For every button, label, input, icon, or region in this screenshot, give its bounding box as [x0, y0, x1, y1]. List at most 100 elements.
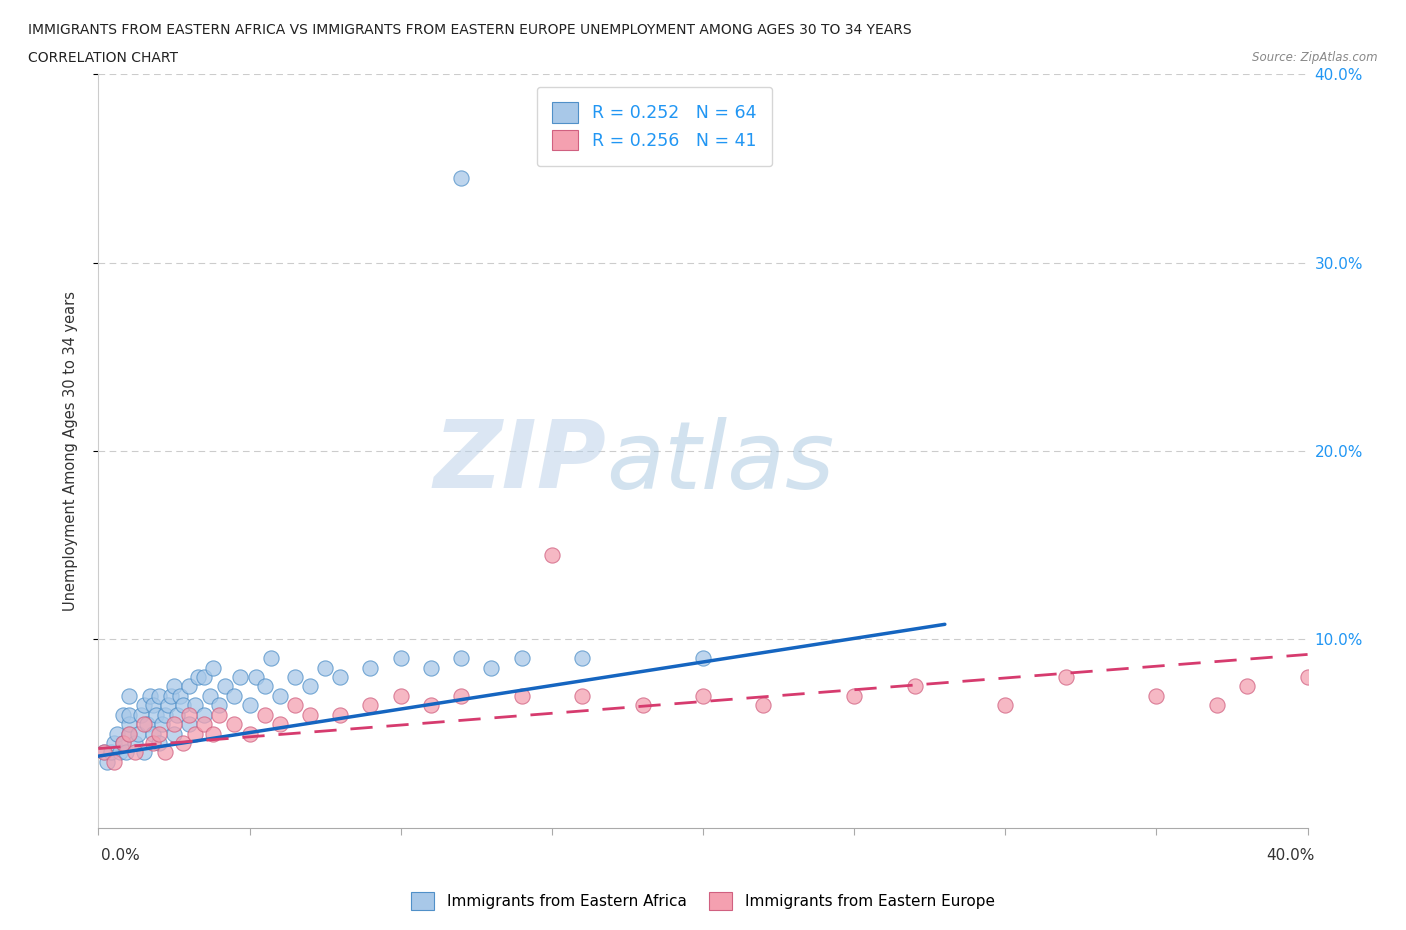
Point	[420, 698, 443, 712]
Text: IMMIGRANTS FROM EASTERN AFRICA VS IMMIGRANTS FROM EASTERN EUROPE UNEMPLOYMENT AM: IMMIGRANTS FROM EASTERN AFRICA VS IMMIGR…	[28, 23, 911, 37]
Point	[510, 651, 533, 666]
Point	[111, 736, 134, 751]
Point	[450, 651, 472, 666]
Point	[692, 651, 714, 666]
Point	[163, 726, 186, 741]
Point	[111, 707, 134, 722]
Point	[105, 726, 128, 741]
Point	[1236, 679, 1258, 694]
Point	[202, 660, 225, 675]
Text: Source: ZipAtlas.com: Source: ZipAtlas.com	[1253, 51, 1378, 64]
Point	[269, 717, 291, 732]
Legend: R = 0.252   N = 64, R = 0.256   N = 41: R = 0.252 N = 64, R = 0.256 N = 41	[537, 86, 772, 166]
Point	[193, 717, 215, 732]
Point	[156, 698, 179, 712]
Point	[160, 688, 183, 703]
Point	[148, 726, 170, 741]
Point	[253, 679, 276, 694]
Point	[299, 707, 322, 722]
Point	[148, 736, 170, 751]
Point	[93, 745, 115, 760]
Point	[420, 660, 443, 675]
Point	[132, 745, 155, 760]
Point	[631, 698, 654, 712]
Point	[142, 736, 165, 751]
Point	[184, 726, 207, 741]
Point	[118, 688, 141, 703]
Point	[752, 698, 775, 712]
Point	[904, 679, 927, 694]
Point	[179, 707, 201, 722]
Point	[450, 170, 472, 185]
Point	[145, 707, 167, 722]
Point	[224, 717, 246, 732]
Point	[202, 726, 225, 741]
Point	[179, 679, 201, 694]
Point	[389, 688, 412, 703]
Point	[118, 726, 141, 741]
Point	[692, 688, 714, 703]
Point	[108, 745, 131, 760]
Legend: Immigrants from Eastern Africa, Immigrants from Eastern Europe: Immigrants from Eastern Africa, Immigran…	[404, 884, 1002, 918]
Point	[184, 698, 207, 712]
Point	[571, 688, 593, 703]
Text: CORRELATION CHART: CORRELATION CHART	[28, 51, 179, 65]
Point	[153, 707, 176, 722]
Point	[163, 679, 186, 694]
Point	[179, 717, 201, 732]
Point	[103, 754, 125, 769]
Point	[166, 707, 188, 722]
Point	[329, 670, 352, 684]
Point	[239, 726, 262, 741]
Point	[253, 707, 276, 722]
Point	[124, 736, 146, 751]
Point	[214, 679, 236, 694]
Point	[114, 745, 136, 760]
Point	[103, 736, 125, 751]
Point	[118, 717, 141, 732]
Point	[260, 651, 283, 666]
Point	[229, 670, 252, 684]
Point	[135, 717, 157, 732]
Point	[132, 717, 155, 732]
Point	[148, 688, 170, 703]
Text: ZIP: ZIP	[433, 417, 606, 509]
Point	[224, 688, 246, 703]
Point	[208, 698, 231, 712]
Point	[284, 698, 307, 712]
Point	[1206, 698, 1229, 712]
Point	[142, 698, 165, 712]
Point	[389, 651, 412, 666]
Point	[510, 688, 533, 703]
Point	[172, 698, 194, 712]
Point	[193, 707, 215, 722]
Point	[142, 726, 165, 741]
Point	[314, 660, 336, 675]
Point	[245, 670, 267, 684]
Point	[169, 688, 191, 703]
Point	[450, 688, 472, 703]
Point	[100, 745, 122, 760]
Point	[481, 660, 503, 675]
Point	[360, 660, 382, 675]
Text: 40.0%: 40.0%	[1267, 848, 1315, 863]
Point	[239, 698, 262, 712]
Point	[329, 707, 352, 722]
Point	[200, 688, 222, 703]
Point	[132, 698, 155, 712]
Point	[360, 698, 382, 712]
Point	[844, 688, 866, 703]
Point	[93, 745, 115, 760]
Point	[1296, 670, 1319, 684]
Point	[118, 726, 141, 741]
Point	[124, 745, 146, 760]
Text: atlas: atlas	[606, 417, 835, 508]
Point	[994, 698, 1017, 712]
Point	[1144, 688, 1167, 703]
Point	[571, 651, 593, 666]
Text: 0.0%: 0.0%	[101, 848, 141, 863]
Point	[153, 745, 176, 760]
Point	[208, 707, 231, 722]
Point	[187, 670, 209, 684]
Point	[139, 688, 162, 703]
